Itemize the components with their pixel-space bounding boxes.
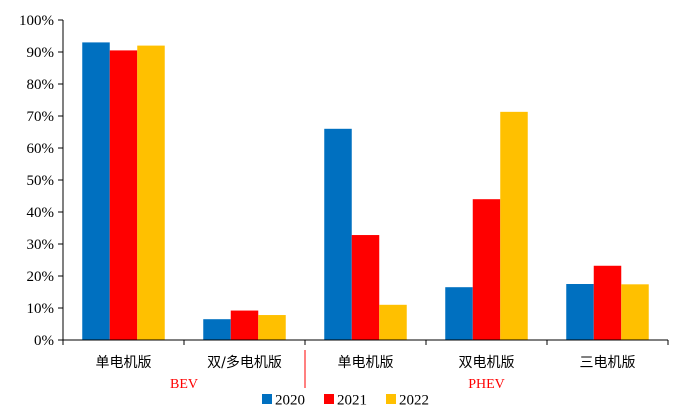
legend-swatch	[386, 394, 396, 404]
x-category-label: 单电机版	[338, 355, 394, 371]
bar-2021	[472, 199, 501, 340]
x-category-label: 双/多电机版	[207, 354, 282, 371]
bar-2021	[109, 50, 138, 341]
category-group-label: PHEV	[468, 377, 505, 392]
y-tick-label: 70%	[27, 109, 55, 125]
y-tick-label: 30%	[27, 237, 55, 253]
bar-2021	[230, 310, 259, 340]
y-tick-label: 20%	[27, 269, 55, 285]
bar-2021	[351, 235, 380, 340]
bar-2020	[324, 128, 352, 340]
category-groups: BEV PHEV	[170, 350, 505, 392]
legend-label: 2022	[399, 393, 429, 409]
legend-swatch	[324, 394, 334, 404]
bar-2022	[137, 45, 165, 340]
legend-swatch	[262, 394, 272, 404]
legend: 2020 2021 2022	[262, 393, 429, 409]
bar-2020	[445, 287, 473, 340]
x-category-label: 单电机版	[96, 355, 152, 371]
bar-2021	[593, 265, 622, 340]
bar-2022	[258, 315, 286, 340]
y-tick-label: 10%	[27, 301, 55, 317]
y-tick-label: 50%	[27, 173, 55, 189]
x-category-label: 三电机版	[580, 355, 636, 371]
y-tick-label: 100%	[19, 13, 54, 29]
y-tick-label: 40%	[27, 205, 55, 221]
bar-2020	[566, 284, 594, 340]
bar-2020	[82, 42, 110, 341]
y-axis: 0% 10% 20% 30% 40% 50% 60% 70% 80% 90% 100%	[19, 13, 64, 349]
y-tick-label: 0%	[34, 333, 54, 349]
bar-2022	[500, 111, 528, 340]
legend-label: 2020	[275, 393, 305, 409]
bar-2022	[621, 284, 649, 340]
bar-2020	[203, 319, 231, 340]
x-axis: 单电机版 双/多电机版 单电机版 双电机版 三电机版	[62, 339, 669, 371]
y-tick-label: 80%	[27, 77, 55, 93]
legend-label: 2021	[337, 393, 367, 409]
y-tick-label: 60%	[27, 141, 55, 157]
bar-2022	[379, 304, 407, 340]
y-tick-label: 90%	[27, 45, 55, 61]
x-category-label: 双电机版	[459, 355, 515, 371]
category-group-label: BEV	[170, 377, 198, 392]
bars	[82, 42, 649, 341]
